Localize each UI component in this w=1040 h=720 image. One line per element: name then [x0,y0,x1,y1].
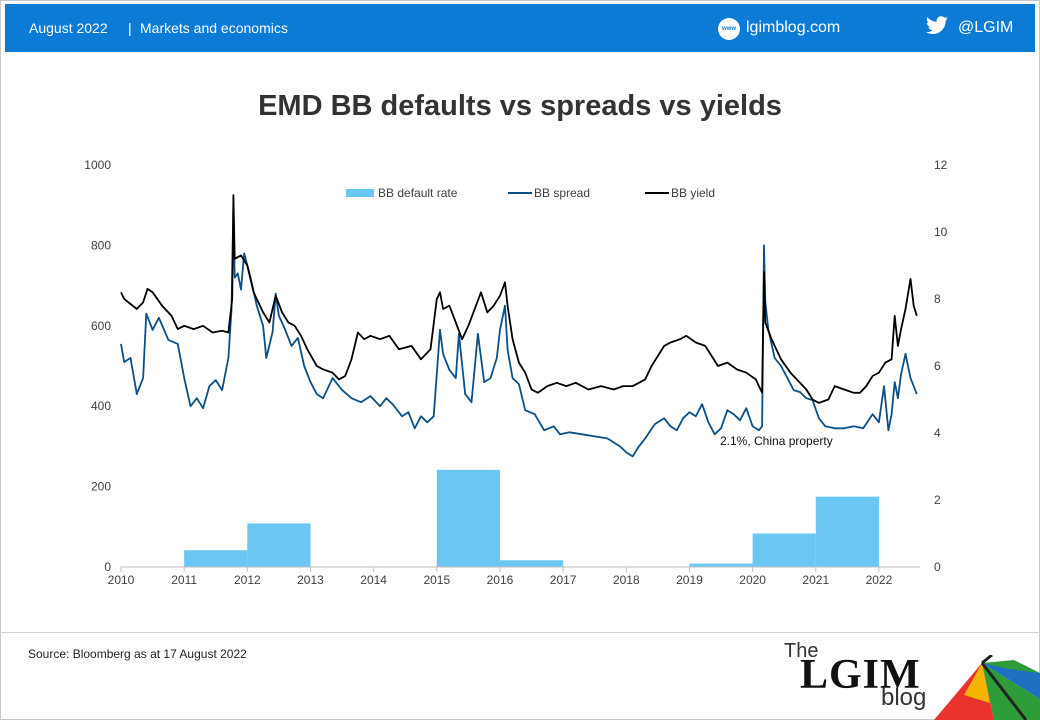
default-rate-bar [815,496,879,567]
right-axis-tick-label: 0 [934,560,941,574]
source-note: Source: Bloomberg as at 17 August 2022 [28,647,247,661]
left-axis-tick-label: 400 [91,399,111,413]
x-tick-label: 2011 [171,573,197,587]
header-category-link[interactable]: Markets and economics [140,20,288,36]
default-rate-bar [247,523,311,567]
twitter-handle-link[interactable]: @LGIM [958,19,1014,36]
x-tick-label: 2014 [360,573,387,587]
chart-title: EMD BB defaults vs spreads vs yields [258,90,782,122]
right-axis-tick-label: 12 [934,158,948,172]
x-tick-label: 2015 [423,573,450,587]
right-axis-tick-label: 8 [934,292,941,306]
logo-lgim-text: LGIM [800,652,921,698]
left-axis-tick-label: 200 [91,480,111,494]
logo-the-text: The [784,640,819,662]
right-axis-tick-label: 4 [934,426,941,440]
legend-yield-label: BB yield [671,186,715,200]
default-rate-bar [689,563,753,567]
x-tick-label: 2012 [234,573,261,587]
china-property-annotation: 2.1%, China property [720,434,833,448]
x-tick-label: 2018 [613,573,640,587]
left-axis-tick-label: 800 [91,238,111,252]
default-rate-bar [499,560,564,567]
site-link[interactable]: lgimblog.com [746,19,841,36]
footer-divider [0,632,1040,633]
x-tick-label: 2010 [108,573,135,587]
x-tick-label: 2021 [802,573,829,587]
logo-blog-text: blog [881,684,927,711]
x-tick-label: 2022 [866,573,893,587]
right-axis-tick-label: 10 [934,225,948,239]
legend-spread-label: BB spread [534,186,590,200]
header-bar: August 2022 | Markets and economics www … [5,4,1035,52]
left-axis-tick-label: 600 [91,319,111,333]
legend-default-rate-swatch [346,189,374,197]
spread-line [120,204,918,458]
x-tick-label: 2019 [676,573,703,587]
right-axis-tick-label: 2 [934,493,941,507]
twitter-bird-icon[interactable] [925,16,949,38]
x-tick-label: 2020 [739,573,766,587]
umbrella-logo-icon [934,655,1040,720]
web-icon: www [718,18,740,40]
default-rate-bar [184,550,248,567]
default-rate-bar [752,533,816,567]
left-axis-tick-label: 0 [104,560,111,574]
legend-default-rate-label: BB default rate [378,186,458,200]
default-rate-bar [436,469,500,567]
left-axis-tick-label: 1000 [84,158,111,172]
yield-line [120,194,918,404]
header-date: August 2022 [29,20,108,36]
x-tick-label: 2013 [297,573,324,587]
x-tick-label: 2017 [550,573,577,587]
right-axis-tick-label: 6 [934,359,941,373]
header-separator: | [128,20,132,36]
chart-area: 2010 2011 2012 2013 2014 2015 2016 2017 2018 2019… [84,158,948,587]
x-tick-label: 2016 [487,573,514,587]
